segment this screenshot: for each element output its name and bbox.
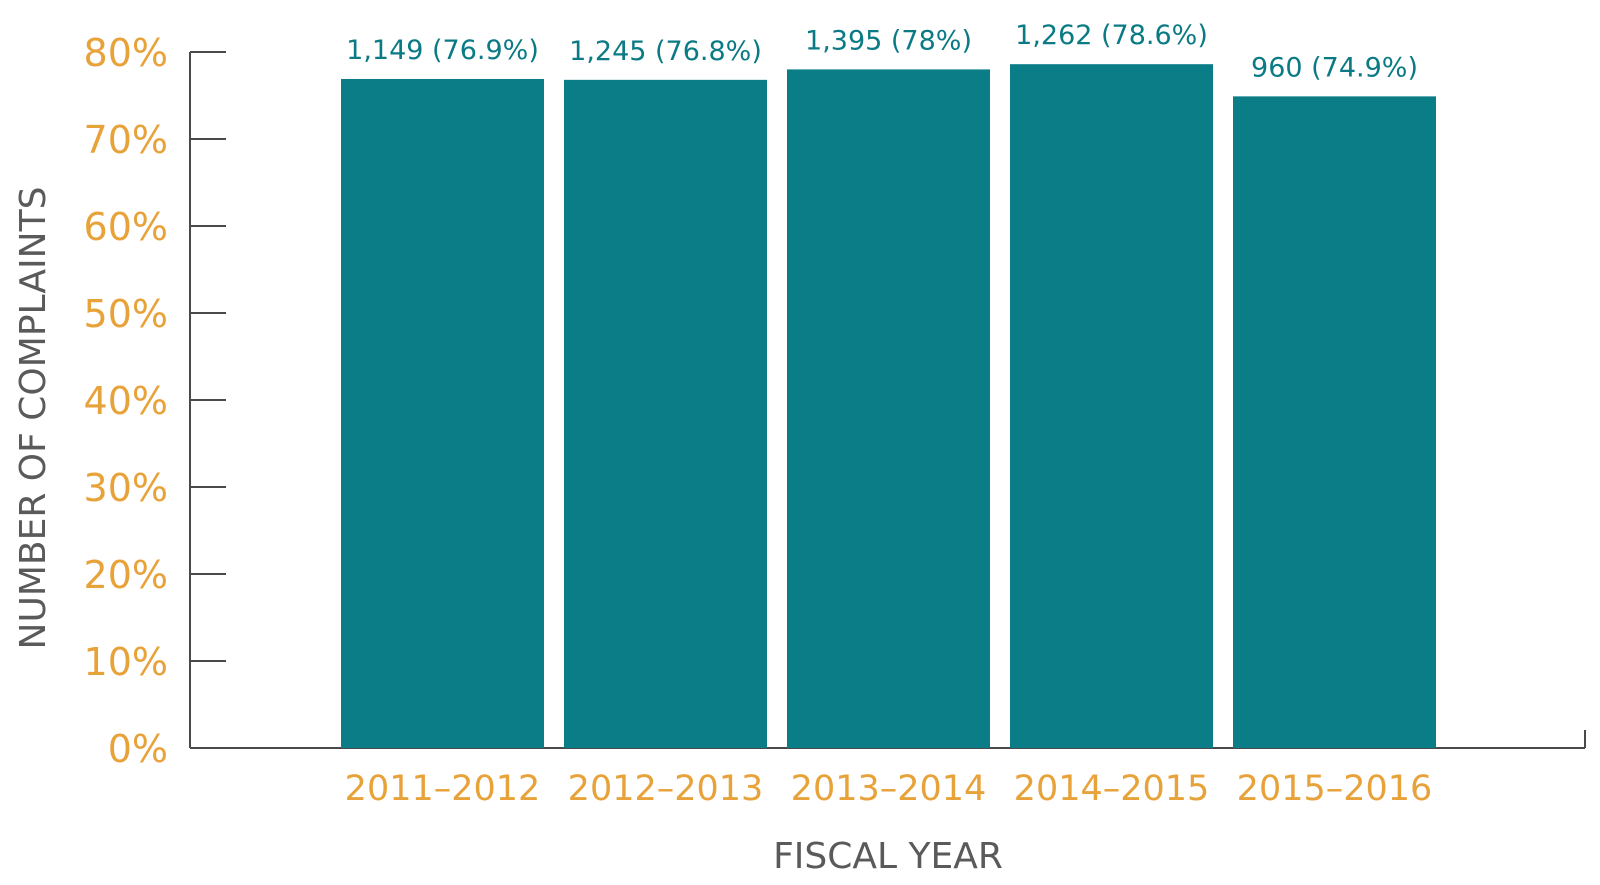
x-axis-title: FISCAL YEAR bbox=[773, 836, 1003, 877]
bar bbox=[1233, 96, 1436, 749]
x-tick-label: 2011–2012 bbox=[345, 769, 541, 809]
data-label: 1,395 (78%) bbox=[805, 25, 972, 56]
x-tick-label: 2015–2016 bbox=[1237, 769, 1433, 809]
data-label: 1,245 (76.8%) bbox=[569, 36, 762, 67]
x-tick-label: 2012–2013 bbox=[568, 769, 764, 809]
data-label: 1,149 (76.9%) bbox=[346, 35, 539, 66]
data-labels: 1,149 (76.9%) 1,245 (76.8%) 1,395 (78%) 1,2… bbox=[346, 20, 1418, 83]
x-axis-categories: 2011–2012 2012–2013 2013–2014 2014–2015 2015… bbox=[345, 769, 1433, 809]
y-tick-label: 70% bbox=[84, 118, 168, 162]
y-tick-label: 0% bbox=[108, 727, 168, 771]
y-tick-label: 60% bbox=[84, 205, 168, 249]
y-axis-title: NUMBER OF COMPLAINTS bbox=[13, 187, 54, 650]
y-axis: 0% 10% 20% 30% 40% 50% 60% 70% 80% bbox=[84, 31, 1586, 771]
data-label: 1,262 (78.6%) bbox=[1015, 20, 1208, 51]
y-tick-label: 50% bbox=[84, 292, 168, 336]
y-tick-label: 80% bbox=[84, 31, 168, 75]
data-label: 960 (74.9%) bbox=[1251, 52, 1418, 83]
bars bbox=[341, 64, 1436, 749]
x-tick-label: 2014–2015 bbox=[1014, 769, 1210, 809]
y-tick-label: 30% bbox=[84, 466, 168, 510]
bar bbox=[1010, 64, 1213, 749]
bar bbox=[564, 79, 767, 749]
x-tick-label: 2013–2014 bbox=[791, 769, 987, 809]
y-tick-label: 40% bbox=[84, 379, 168, 423]
bar bbox=[341, 78, 544, 749]
y-tick-label: 20% bbox=[84, 553, 168, 597]
bar bbox=[787, 69, 990, 748]
y-tick-label: 10% bbox=[84, 640, 168, 684]
